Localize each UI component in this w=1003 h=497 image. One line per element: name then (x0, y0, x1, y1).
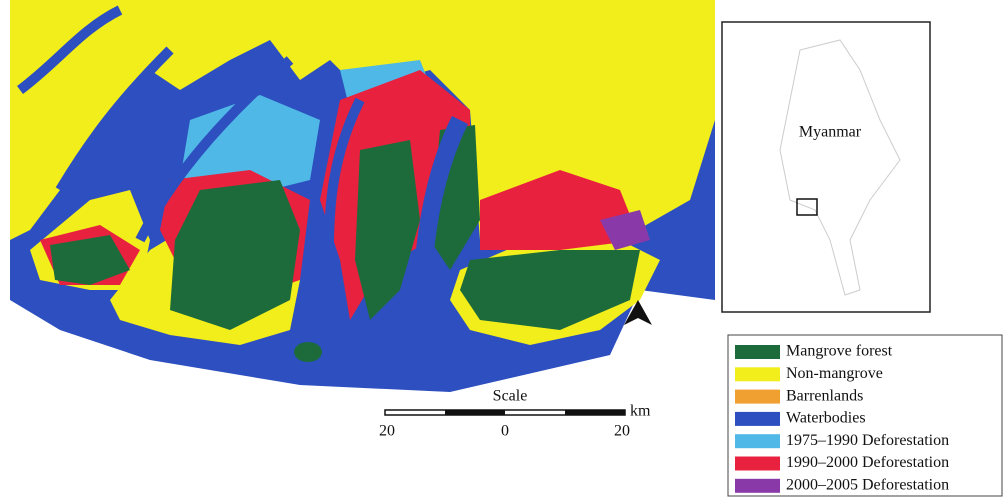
scale-bar-segment (445, 410, 505, 415)
scale-tick: 20 (614, 423, 630, 440)
legend: Mangrove forest Non-mangrove Barrenlands Wa… (728, 335, 1002, 496)
legend-label: Waterbodies (786, 410, 866, 427)
main-map (10, 0, 715, 392)
scale-tick: 0 (501, 423, 509, 440)
legend-label: Barrenlands (786, 387, 863, 404)
scale-bar: Scale km 20 0 20 (379, 388, 651, 440)
inset-label: Myanmar (799, 124, 862, 141)
legend-label: Mangrove forest (786, 343, 893, 360)
legend-swatch (735, 457, 780, 471)
legend-label: 1975–1990 Deforestation (786, 432, 949, 449)
legend-swatch (735, 390, 780, 404)
map-figure: Scale km 20 0 20 Myanmar Mangrove forest… (0, 0, 1003, 497)
mangrove (294, 342, 322, 362)
legend-label: 1990–2000 Deforestation (786, 454, 949, 471)
scale-tick: 20 (379, 423, 395, 440)
legend-label: 2000–2005 Deforestation (786, 476, 949, 493)
scale-title: Scale (493, 388, 528, 405)
legend-label: Non-mangrove (786, 365, 883, 382)
scale-unit: km (630, 403, 651, 420)
legend-swatch (735, 479, 780, 493)
legend-swatch (735, 434, 780, 448)
legend-swatch (735, 345, 780, 359)
inset-map: Myanmar (722, 22, 930, 312)
scale-bar-segment (565, 410, 625, 415)
legend-swatch (735, 412, 780, 426)
legend-swatch (735, 367, 780, 381)
inset-frame (722, 22, 930, 312)
